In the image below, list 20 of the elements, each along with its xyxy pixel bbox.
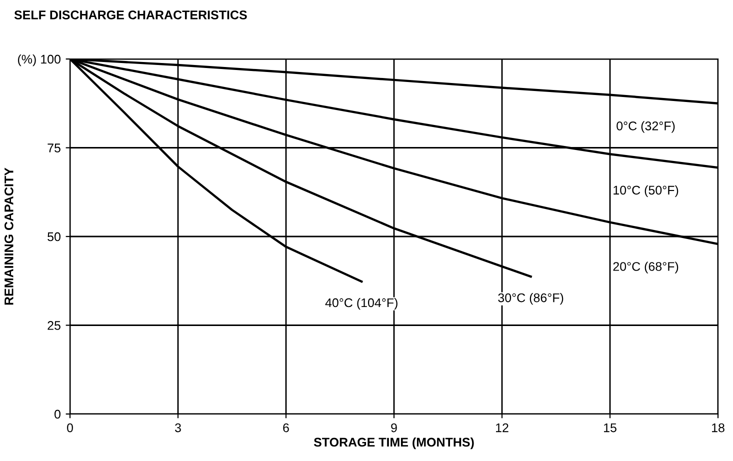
y-axis-title: REMAINING CAPACITY <box>4 168 14 305</box>
x-tick-label: 18 <box>712 423 724 432</box>
x-tick-label: 0 <box>67 423 73 432</box>
series-label: 30°C (86°F) <box>498 293 564 305</box>
text: 20°C (68°F) <box>613 262 678 274</box>
y-tick-label: 50 <box>48 232 60 242</box>
y-tick-label: 25 <box>48 321 60 330</box>
series-label: 0°C (32°F) <box>616 121 675 133</box>
x-tick-label: 9 <box>391 423 397 432</box>
y-tick-label: (%) 100 <box>18 54 60 66</box>
y-tick-label: 0 <box>54 410 60 419</box>
series-label: 40°C (104°F) <box>325 298 398 310</box>
y-tick-label: 75 <box>48 144 60 152</box>
series-label: 10°C (50°F) <box>614 185 678 198</box>
x-tick-label: 6 <box>283 423 289 432</box>
x-tick-label: 15 <box>604 423 616 432</box>
x-tick-label: 3 <box>175 423 181 432</box>
x-axis-title: STORAGE TIME (MONTHS) <box>314 437 474 450</box>
x-tick-label: 12 <box>496 423 508 432</box>
chart-title: SELF DISCHARGE CHARACTERISTICS <box>14 10 247 20</box>
